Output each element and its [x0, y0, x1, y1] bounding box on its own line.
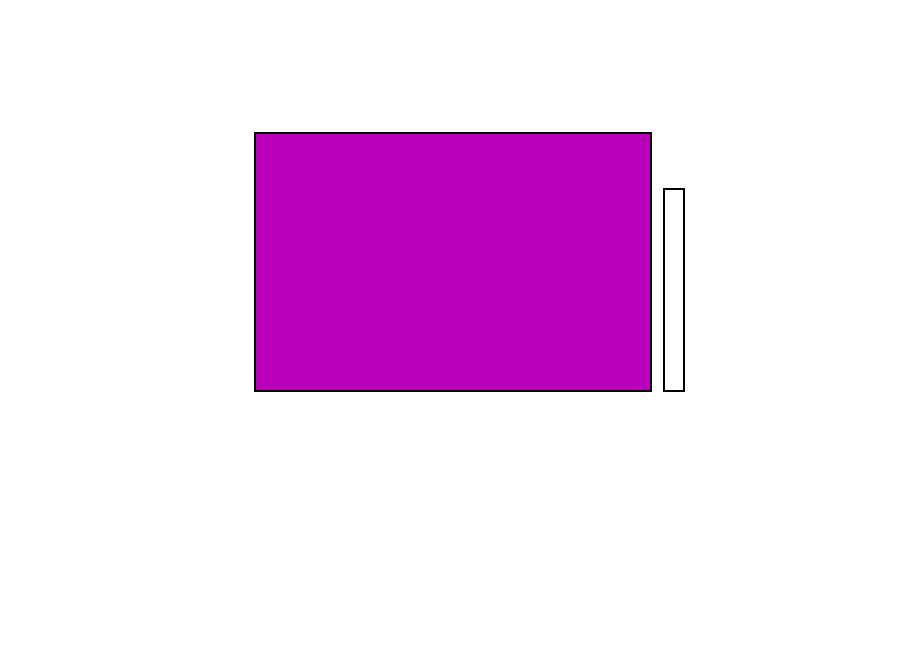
colorbar [663, 188, 685, 392]
heatmap-canvas [256, 134, 650, 390]
plot-area [254, 132, 652, 392]
